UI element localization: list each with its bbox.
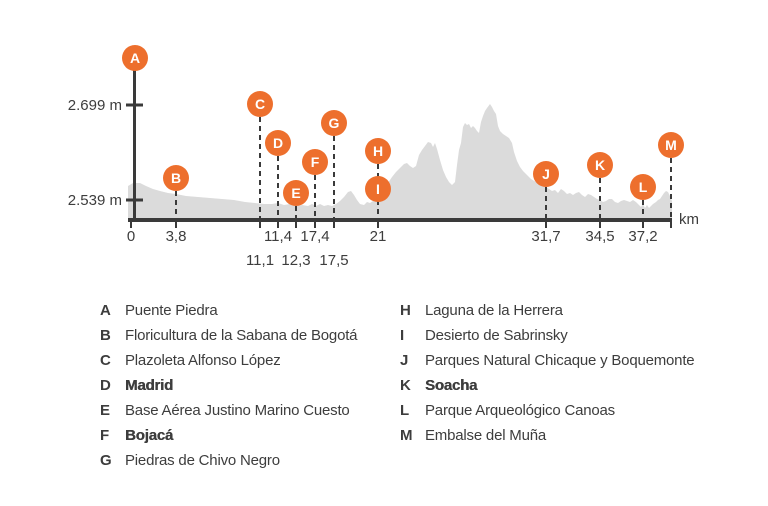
x-tick-label-H: 21 [370, 228, 387, 245]
waypoint-marker-A: A [122, 45, 148, 71]
x-tick-label-K: 34,5 [585, 228, 614, 245]
elevation-area [128, 104, 672, 221]
legend-item-F: F Bojacá [100, 423, 357, 448]
legend-name-D: Madrid [125, 377, 173, 394]
legend-item-K: K Soacha [400, 373, 694, 398]
legend-letter-C: C [100, 352, 111, 369]
legend-column-right: H Laguna de la Herrera I Desierto de Sabrin… [400, 298, 695, 448]
x-tick-label-C: 11,1 [246, 252, 274, 269]
waypoint-marker-L: L [630, 174, 656, 200]
y-axis-label-max: 2.699 m [67, 97, 122, 114]
legend-name-M: Embalse del Muña [425, 427, 547, 444]
x-tick-label-D: 11,4 [264, 228, 292, 245]
legend-name-G: Piedras de Chivo Negro [125, 452, 280, 469]
waypoint-marker-F: F [302, 149, 328, 175]
waypoint-marker-K: K [587, 152, 613, 178]
x-tick-label-L: 37,2 [628, 228, 657, 245]
legend-letter-E: E [100, 402, 110, 419]
waypoint-marker-M: M [658, 132, 684, 158]
waypoint-marker-D: D [265, 130, 291, 156]
legend-item-A: A Puente Piedra [100, 298, 357, 323]
legend-item-B: B Floricultura de la Sabana de Bogotá [100, 323, 358, 348]
x-tick-label-G: 17,5 [319, 252, 348, 269]
x-axis-line [128, 218, 672, 222]
legend-name-E: Base Aérea Justino Marino Cuesto [125, 402, 350, 419]
legend-item-J: J Parques Natural Chicaque y Boquemonte [400, 348, 695, 373]
x-tick-label-J: 31,7 [531, 228, 560, 245]
waypoint-marker-G: G [321, 110, 347, 136]
x-tick-label-F: 17,4 [300, 228, 329, 245]
waypoint-marker-H: H [365, 138, 391, 164]
x-tick-label-B: 3,8 [166, 228, 187, 245]
x-tick-label-A: 0 [127, 228, 135, 245]
x-tick-label-E: 12,3 [281, 252, 310, 269]
legend-item-I: I Desierto de Sabrinsky [400, 323, 694, 348]
legend-letter-J: J [400, 352, 409, 369]
legend-letter-A: A [100, 302, 111, 319]
legend-letter-B: B [100, 327, 111, 344]
legend-letter-I: I [400, 327, 404, 344]
legend-name-J: Parques Natural Chicaque y Boquemonte [425, 352, 695, 369]
profile-chart: 0 3,8 11,1 11,4 12,3 17,4 17,5 21 31,7 34,5 37,2 [126, 58, 672, 269]
waypoint-marker-C: C [247, 91, 273, 117]
waypoint-marker-E: E [283, 180, 309, 206]
legend-name-K: Soacha [425, 377, 478, 394]
waypoint-marker-I: I [365, 176, 391, 202]
legend-item-E: E Base Aérea Justino Marino Cuesto [100, 398, 357, 423]
waypoint-marker-B: B [163, 165, 189, 191]
legend-name-L: Parque Arqueológico Canoas [425, 402, 615, 419]
legend-item-L: L Parque Arqueológico Canoas [400, 398, 694, 423]
legend-letter-G: G [100, 452, 112, 469]
legend-item-M: M Embalse del Muña [400, 423, 694, 448]
legend-item-D: D Madrid [100, 373, 357, 398]
legend-column-left: A Puente Piedra B Floricultura de la Sabana… [100, 298, 358, 473]
legend-name-F: Bojacá [125, 427, 173, 444]
legend-item-G: G Piedras de Chivo Negro [100, 448, 357, 473]
legend-name-H: Laguna de la Herrera [425, 302, 563, 319]
legend-name-I: Desierto de Sabrinsky [425, 327, 568, 344]
legend-item-H: H Laguna de la Herrera [400, 298, 694, 323]
legend-name-C: Plazoleta Alfonso López [125, 352, 281, 369]
x-axis-unit-label: km [679, 211, 699, 228]
legend-letter-D: D [100, 377, 111, 394]
y-axis-label-min: 2.539 m [67, 192, 122, 209]
legend-name-A: Puente Piedra [125, 302, 218, 319]
legend-letter-M: M [400, 427, 413, 444]
legend-letter-K: K [400, 377, 411, 394]
waypoint-marker-J: J [533, 161, 559, 187]
legend-letter-L: L [400, 402, 409, 419]
legend-letter-F: F [100, 427, 109, 444]
legend-item-C: C Plazoleta Alfonso López [100, 348, 357, 373]
legend-letter-H: H [400, 302, 411, 319]
legend-name-B: Floricultura de la Sabana de Bogotá [125, 327, 358, 344]
